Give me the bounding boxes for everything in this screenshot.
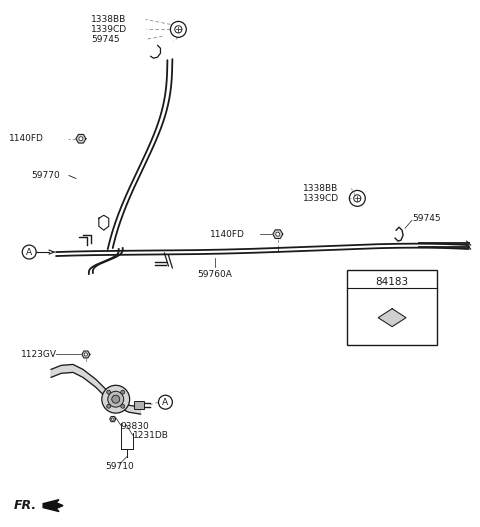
Text: 1140FD: 1140FD [9,134,44,143]
Circle shape [276,232,280,236]
Polygon shape [273,230,283,239]
Text: 59710: 59710 [106,462,134,471]
Circle shape [108,391,124,407]
Text: 93830: 93830 [120,422,149,431]
Text: 1338BB: 1338BB [91,15,126,24]
Polygon shape [43,500,63,512]
Polygon shape [106,392,141,414]
Circle shape [121,404,125,408]
Polygon shape [378,309,406,327]
Circle shape [121,390,125,394]
Text: 1123GV: 1123GV [21,350,57,359]
Text: FR.: FR. [13,499,36,512]
Circle shape [111,418,114,421]
Circle shape [107,404,111,408]
Circle shape [102,385,130,413]
Text: 1231DB: 1231DB [132,432,168,441]
Text: 1338BB: 1338BB [302,184,338,193]
Circle shape [79,136,83,141]
Polygon shape [82,351,90,358]
Polygon shape [76,134,86,143]
Polygon shape [51,364,116,405]
Text: A: A [26,248,32,257]
Text: 59770: 59770 [31,171,60,180]
Circle shape [107,390,111,394]
Text: 59760A: 59760A [198,270,233,279]
Text: 59745: 59745 [412,214,441,223]
Bar [133,401,144,409]
Text: 1339CD: 1339CD [302,194,339,203]
Text: 1339CD: 1339CD [91,25,127,34]
Polygon shape [110,416,116,422]
Text: 1140FD: 1140FD [210,230,245,239]
Text: A: A [162,398,168,407]
Text: 59745: 59745 [91,35,120,44]
Circle shape [112,395,120,403]
Bar [348,270,437,345]
Circle shape [84,353,87,356]
Text: 84183: 84183 [375,277,408,287]
